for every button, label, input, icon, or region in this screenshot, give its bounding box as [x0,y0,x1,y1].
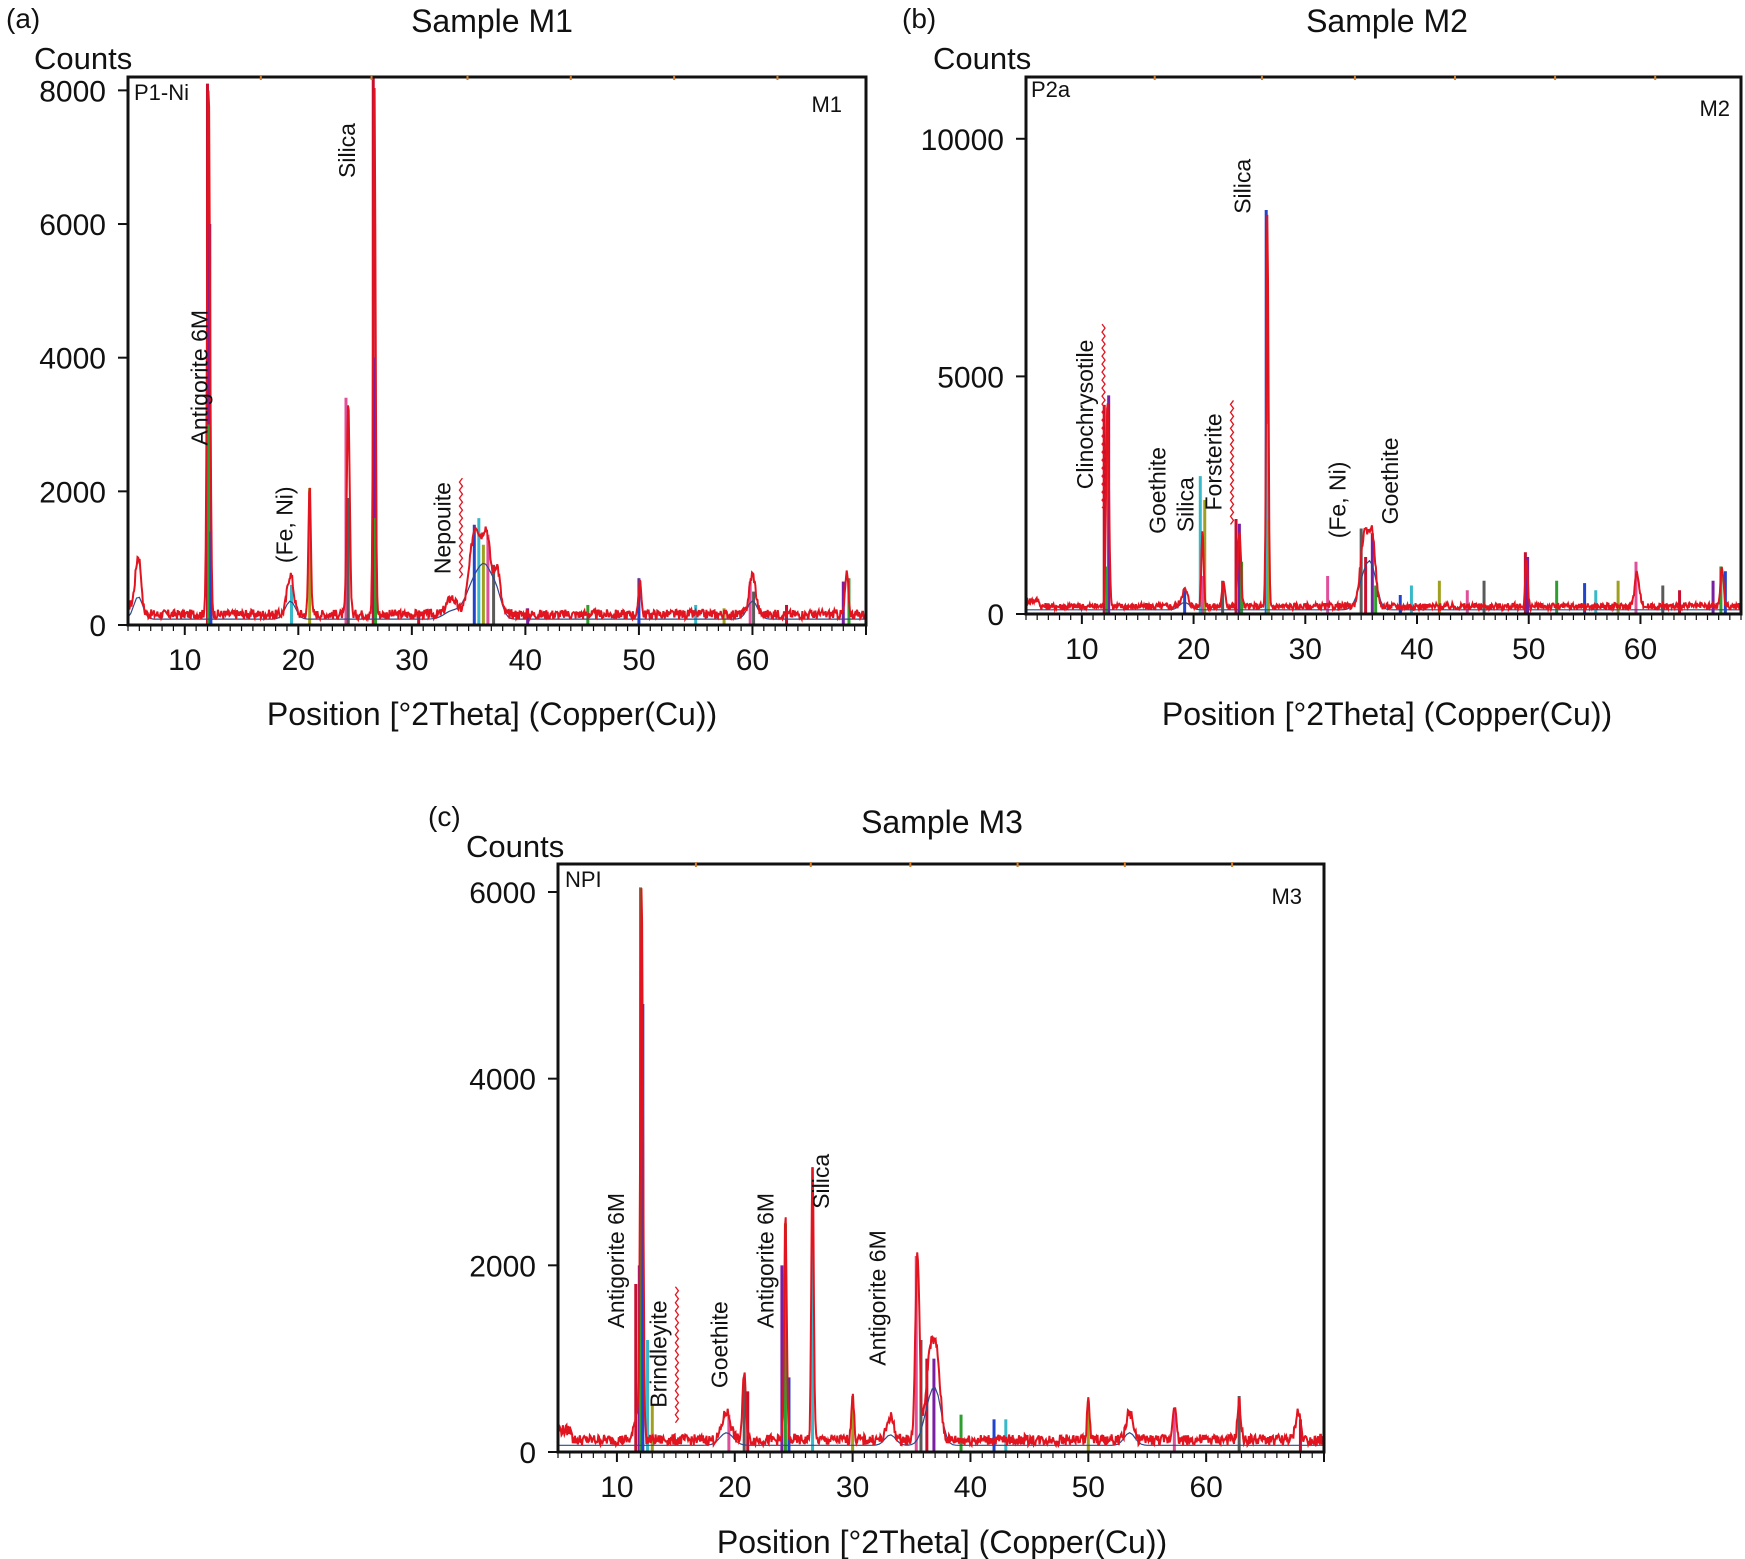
y-tick-label: 10000 [921,124,1004,157]
y-tick-label: 4000 [469,1064,536,1097]
diffraction-trace [128,87,866,623]
diffraction-trace [558,888,1324,1449]
x-tick-label: 50 [622,644,655,677]
diffraction-trace [1026,214,1741,614]
panel-a: (a) Sample M1 Counts Position [°2Theta] … [6,3,868,732]
y-axis-label: Counts [34,41,132,76]
x-tick-label: 50 [1072,1471,1105,1504]
panel-label: (c) [428,801,461,832]
y-axis-label: Counts [933,41,1031,76]
peak-annotation: (Fe, Ni) [1325,462,1351,539]
x-tick-label: 40 [954,1471,987,1504]
y-tick-label: 6000 [39,209,106,242]
y-tick-label: 0 [987,599,1004,632]
x-tick-label: 60 [736,644,769,677]
x-tick-label: 50 [1512,633,1545,666]
sample-id-label: M3 [1271,884,1302,909]
x-axis-label: Position [°2Theta] (Copper(Cu)) [267,696,717,732]
peak-annotation: Silica [334,123,360,178]
peak-annotation: Silica [1230,159,1256,214]
peak-annotation: Goethite [707,1301,733,1388]
peak-annotation: Silica [808,1154,834,1209]
x-tick-label: 10 [168,644,201,677]
sample-id-label: M2 [1699,96,1730,121]
peak-annotation: Antigorite 6M [186,310,212,446]
plot-frame [1024,75,1743,616]
plot-area [128,77,866,625]
y-tick-label: 0 [89,610,106,643]
pattern-id-label: NPI [565,867,602,892]
peak-annotation: Goethite [1145,447,1171,534]
chart-title: Sample M1 [411,3,573,39]
x-tick-label: 10 [1065,633,1098,666]
x-tick-label: 30 [395,644,428,677]
chart-title: Sample M2 [1306,3,1468,39]
x-tick-label: 40 [1400,633,1433,666]
sample-id-label: M1 [811,92,842,117]
x-tick-label: 10 [600,1471,633,1504]
y-tick-label: 0 [519,1437,536,1470]
peak-annotation: Clinochrysotile [1072,340,1098,490]
annotation-hatch [1101,323,1106,509]
panel-b: (b) Sample M2 Counts Position [°2Theta] … [902,3,1743,732]
y-tick-label: 8000 [39,75,106,108]
plot-area [1026,210,1741,614]
peak-annotation: Silica [1173,477,1199,532]
panel-label: (a) [6,3,40,34]
y-tick-label: 6000 [469,877,536,910]
pattern-id-label: P2a [1031,77,1071,102]
peak-annotation: Goethite [1377,437,1403,524]
annotation-hatch [1229,400,1235,525]
peak-annotation: Antigorite 6M [753,1193,779,1329]
x-tick-label: 40 [509,644,542,677]
plot-frame [126,75,868,627]
pattern-id-label: P1-Ni [134,80,189,105]
y-tick-label: 2000 [469,1250,536,1283]
x-tick-label: 20 [718,1471,751,1504]
peak-annotation: Forsterite [1201,413,1227,510]
x-tick-label: 30 [1289,633,1322,666]
chart-title: Sample M3 [861,804,1023,840]
x-axis-label: Position [°2Theta] (Copper(Cu)) [1162,696,1612,732]
annotation-hatch [674,1286,680,1424]
peak-annotation: Nepouite [429,482,455,574]
x-tick-label: 20 [282,644,315,677]
peak-annotation: Brindleyite [645,1300,671,1407]
panel-c: (c) Sample M3 Counts Position [°2Theta] … [428,801,1326,1559]
x-axis-label: Position [°2Theta] (Copper(Cu)) [717,1524,1167,1559]
panel-label: (b) [902,3,936,34]
y-axis-label: Counts [466,829,564,864]
plot-area [558,887,1324,1452]
plot-frame [556,862,1326,1454]
peak-annotation: Antigorite 6M [865,1230,891,1366]
y-tick-label: 2000 [39,476,106,509]
peak-annotation: Antigorite 6M [603,1193,629,1329]
x-tick-label: 60 [1624,633,1657,666]
y-tick-label: 4000 [39,343,106,376]
x-tick-label: 30 [836,1471,869,1504]
x-tick-label: 60 [1189,1471,1222,1504]
annotation-hatch [458,477,464,579]
peak-annotation: (Fe, Ni) [272,486,298,563]
y-tick-label: 5000 [937,361,1004,394]
x-tick-label: 20 [1177,633,1210,666]
background-fit-line [128,562,866,620]
